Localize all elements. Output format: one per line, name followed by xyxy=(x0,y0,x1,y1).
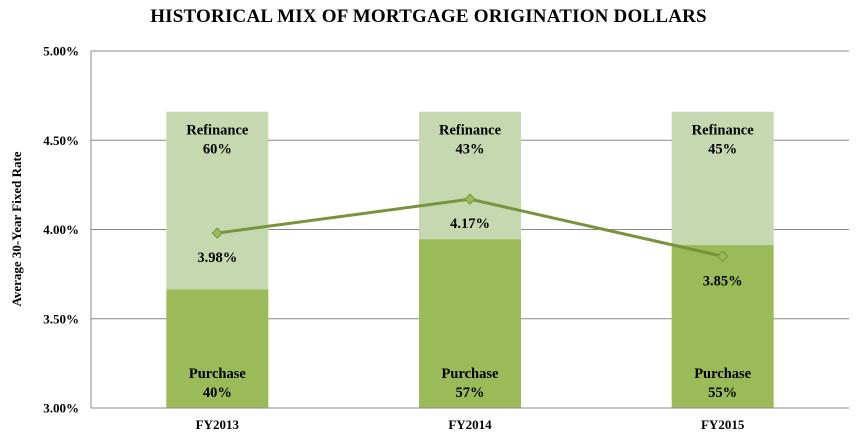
bar-purchase xyxy=(671,245,774,408)
x-tick-label: FY2015 xyxy=(701,417,745,432)
x-tick-label: FY2013 xyxy=(196,417,240,432)
y-tick-label: 4.50% xyxy=(43,133,79,148)
x-tick-labels: FY2013 FY2014 FY2015 xyxy=(196,417,745,432)
purchase-value-label: 40% xyxy=(203,385,232,401)
chart-title: HISTORICAL MIX OF MORTGAGE ORIGINATION D… xyxy=(150,6,707,27)
rate-value-label: 4.17% xyxy=(450,216,490,232)
x-tick-label: FY2014 xyxy=(448,417,492,432)
bar-purchase xyxy=(419,239,521,408)
y-tick-label: 5.00% xyxy=(43,44,79,59)
purchase-series-label: Purchase xyxy=(442,366,499,382)
bar-purchase xyxy=(166,289,269,408)
data-labels: Refinance 60% Purchase 40% Refinance 43% Purch… xyxy=(186,123,754,401)
bars xyxy=(166,111,774,408)
bar-refinance xyxy=(671,111,774,246)
purchase-value-label: 55% xyxy=(708,385,737,401)
refinance-series-label: Refinance xyxy=(692,123,755,139)
rate-point xyxy=(464,193,476,205)
y-tick-labels: 3.00% 3.50% 4.00% 4.50% 5.00% xyxy=(43,44,79,416)
rate-value-label: 3.85% xyxy=(703,273,743,289)
refinance-series-label: Refinance xyxy=(439,123,502,139)
purchase-series-label: Purchase xyxy=(189,366,246,382)
rate-value-label: 3.98% xyxy=(197,250,237,266)
refinance-series-label: Refinance xyxy=(186,123,249,139)
y-tick-label: 3.50% xyxy=(43,311,79,326)
axes xyxy=(90,51,849,409)
purchase-value-label: 57% xyxy=(456,385,485,401)
bar-refinance xyxy=(419,111,521,240)
rate-point xyxy=(211,227,224,239)
purchase-series-label: Purchase xyxy=(694,366,751,382)
bar-refinance xyxy=(166,111,269,290)
y-tick-label: 4.00% xyxy=(43,222,79,237)
rate-point xyxy=(716,250,729,262)
rate-line xyxy=(211,193,729,262)
refinance-value-label: 60% xyxy=(203,142,232,158)
refinance-value-label: 45% xyxy=(708,142,737,158)
refinance-value-label: 43% xyxy=(456,142,485,158)
y-axis-label: Average 30-Year Fixed Rate xyxy=(9,151,24,306)
y-tick-label: 3.00% xyxy=(43,401,79,416)
